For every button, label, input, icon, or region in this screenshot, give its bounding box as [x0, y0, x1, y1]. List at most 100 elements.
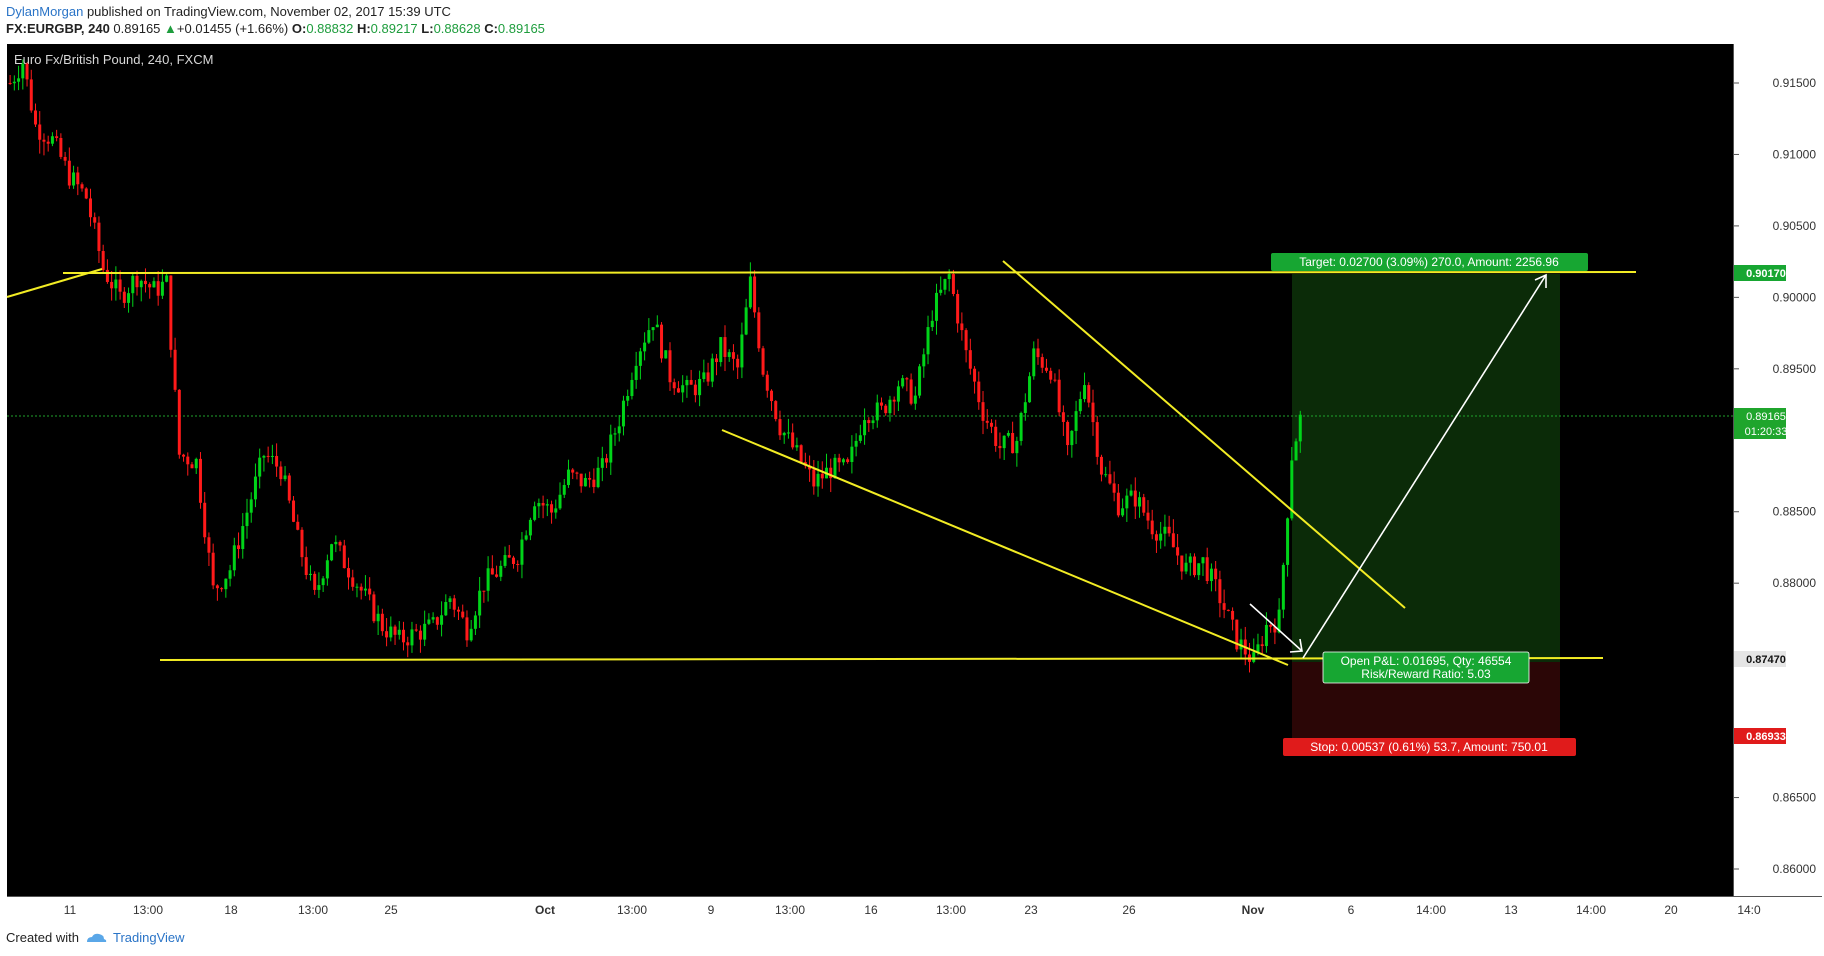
x-tick-label: 13: [1504, 903, 1518, 917]
candle-body: [934, 292, 938, 321]
candle-body: [867, 420, 871, 424]
candle-body: [782, 432, 786, 436]
candle-body: [1011, 432, 1015, 454]
candle-body: [736, 358, 740, 368]
candle-body: [215, 585, 219, 589]
candle-body: [21, 63, 25, 79]
candle-body: [685, 379, 689, 386]
candle-body: [854, 440, 858, 447]
x-tick-label: Oct: [535, 903, 555, 917]
candle-body: [338, 541, 342, 546]
candle-body: [330, 544, 334, 561]
candle-body: [1264, 624, 1268, 647]
stop-price-tag: [1734, 728, 1786, 744]
candle-body: [110, 281, 114, 289]
candle-body: [1129, 490, 1133, 496]
price-axis[interactable]: [1734, 44, 1822, 896]
candle-body: [1201, 557, 1205, 564]
candle-body: [1294, 441, 1298, 461]
candle-body: [1023, 402, 1027, 413]
author-link[interactable]: DylanMorgan: [6, 4, 84, 19]
candle-body: [465, 617, 469, 641]
candle-body: [363, 588, 367, 591]
candle-body: [304, 557, 308, 575]
candle-body: [660, 324, 664, 359]
candles: [8, 59, 1302, 673]
y-axis-ticks: 0.91500 0.91000 0.90500 0.90000 0.89500 0.885…: [1734, 76, 1816, 876]
candle-body: [918, 366, 922, 396]
candle-body: [186, 456, 190, 465]
candle-body: [114, 279, 118, 289]
stop-price-text: 0.86933: [1746, 731, 1786, 743]
candle-body: [609, 434, 613, 463]
candle-body: [135, 275, 139, 288]
tradingview-link[interactable]: TradingView: [112, 930, 185, 945]
lower-channel-line[interactable]: [721, 429, 1289, 666]
candle-body: [224, 578, 228, 590]
candle-body: [262, 455, 266, 458]
candle-body: [253, 476, 257, 500]
x-tick-label: 26: [1122, 903, 1136, 917]
candle-body: [478, 590, 482, 616]
candle-body: [482, 590, 486, 592]
candle-body: [182, 454, 186, 457]
candle-body: [1095, 422, 1099, 457]
candle-body: [444, 602, 448, 616]
published-text: published on TradingView.com, November 0…: [86, 4, 451, 19]
resistance-line[interactable]: [62, 271, 1637, 274]
candle-body: [59, 137, 63, 157]
candle-body: [600, 458, 604, 468]
candle-body: [1150, 520, 1154, 535]
candle-body: [469, 628, 473, 641]
candle-body: [448, 598, 452, 603]
candle-body: [169, 275, 173, 350]
low-value: 0.88628: [433, 21, 481, 36]
candle-body: [1226, 609, 1230, 611]
time-axis[interactable]: [7, 896, 1822, 918]
target-price-text: 0.90170: [1746, 268, 1786, 280]
candle-body: [50, 136, 54, 144]
candle-body: [499, 565, 503, 577]
y-tick-label: 0.89500: [1773, 362, 1817, 376]
countdown-text: 01:20:33: [1745, 426, 1788, 438]
candle-body: [1019, 412, 1023, 441]
candle-body: [774, 401, 778, 420]
candle-body: [901, 378, 905, 387]
candle-body: [812, 469, 816, 487]
candle-body: [689, 379, 693, 385]
y-tick-label: 0.90000: [1773, 290, 1817, 304]
stop-label-box: [1283, 738, 1576, 756]
candle-body: [668, 350, 672, 383]
candle-body: [829, 467, 833, 479]
candle-body: [545, 504, 549, 506]
candle-body: [435, 617, 439, 625]
target-label: Target: 0.02700 (3.09%) 270.0, Amount: 2…: [1299, 255, 1559, 269]
candle-body: [452, 598, 456, 610]
candle-body: [1281, 564, 1285, 610]
pnl-label: Open P&L: 0.01695, Qty: 46554: [1341, 654, 1512, 668]
candle-body: [511, 557, 515, 564]
x-tick-label: 9: [708, 903, 715, 917]
x-tick-label: 13:00: [133, 903, 163, 917]
candle-body: [296, 521, 300, 530]
candle-body: [105, 269, 109, 282]
candle-body: [748, 276, 752, 308]
candle-body: [1032, 348, 1036, 377]
descending-trendline[interactable]: [1002, 260, 1406, 609]
candle-body: [118, 279, 122, 292]
candle-body: [719, 337, 723, 363]
candle-body: [524, 535, 528, 540]
candle-body: [960, 323, 964, 331]
candle-body: [317, 585, 321, 590]
candle-body: [1138, 497, 1142, 507]
candle-body: [1269, 624, 1273, 627]
candle-body: [808, 465, 812, 470]
candle-body: [528, 519, 532, 536]
candle-body: [292, 500, 296, 522]
candle-body: [507, 555, 511, 558]
candle-body: [778, 419, 782, 436]
candle-body: [985, 420, 989, 423]
candle-body: [761, 348, 765, 375]
candle-body: [1193, 556, 1197, 576]
